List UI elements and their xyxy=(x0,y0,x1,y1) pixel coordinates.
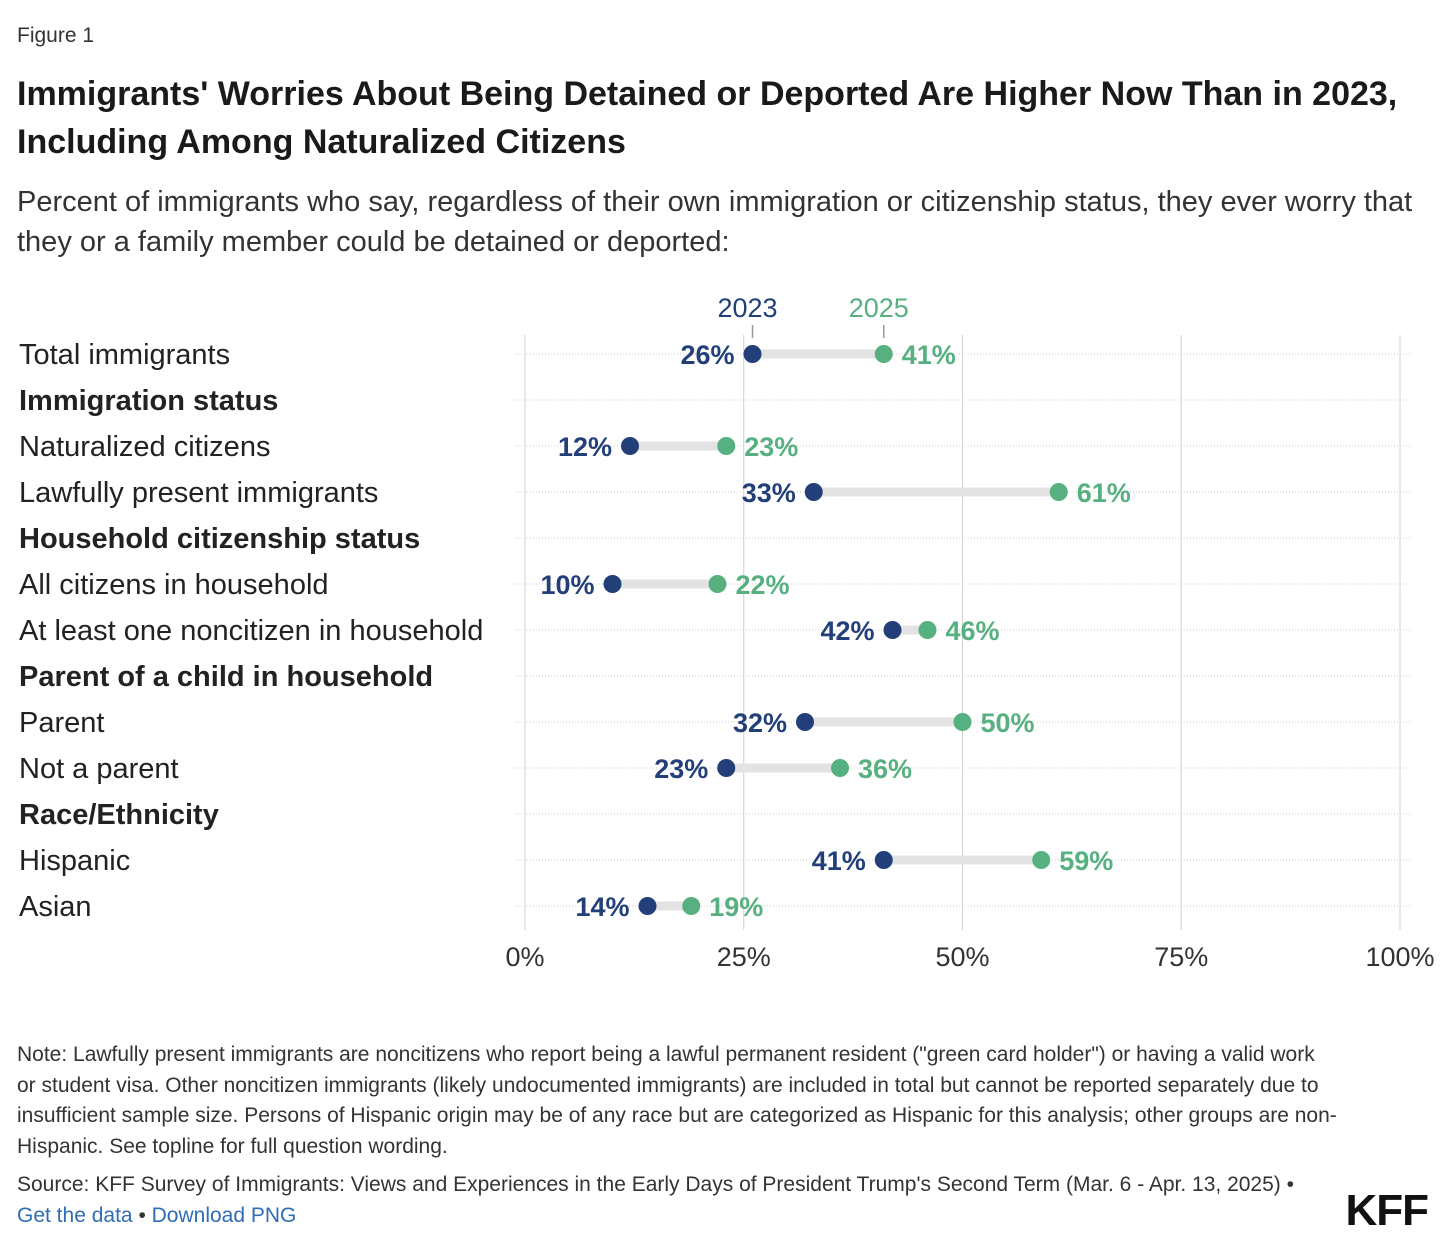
row-label: At least one noncitizen in household xyxy=(19,615,483,647)
group-header: Household citizenship status xyxy=(19,523,420,555)
point-2023 xyxy=(717,759,736,777)
download-png-link[interactable]: Download PNG xyxy=(151,1203,297,1227)
x-tick-label: 25% xyxy=(717,942,771,972)
point-2023 xyxy=(874,851,893,869)
data-label-2025: 46% xyxy=(946,616,1000,646)
get-data-link[interactable]: Get the data xyxy=(17,1203,133,1227)
data-label-2023: 10% xyxy=(540,570,594,600)
chart-subtitle: Percent of immigrants who say, regardles… xyxy=(17,186,1413,258)
row-label: Parent xyxy=(19,707,104,739)
data-label-2023: 33% xyxy=(742,478,796,508)
point-2025 xyxy=(1049,483,1068,501)
chart-source: Source: KFF Survey of Immigrants: Views … xyxy=(17,1170,1317,1231)
data-label-2025: 22% xyxy=(736,570,790,600)
x-tick-label: 0% xyxy=(505,942,544,972)
data-label-2025: 50% xyxy=(981,708,1035,738)
group-header: Immigration status xyxy=(19,385,278,417)
kff-logo: KFF xyxy=(1345,1186,1429,1235)
point-2025 xyxy=(708,575,727,593)
series-label: 2023 xyxy=(717,293,777,323)
dumbbell-chart: 0% 25% 50% 75% 100% Total immigrants 26% 41% Imm… xyxy=(19,293,1435,972)
x-tick-label: 50% xyxy=(935,942,989,972)
data-label-2023: 32% xyxy=(733,708,787,738)
x-tick-label: 75% xyxy=(1154,942,1208,972)
chart-note: Note: Lawfully present immigrants are no… xyxy=(17,1043,1337,1158)
chart-title: Immigrants' Worries About Being Detained… xyxy=(17,75,1398,161)
separator: • xyxy=(138,1203,146,1227)
data-label-2023: 12% xyxy=(558,432,612,462)
point-2023 xyxy=(638,897,657,915)
data-label-2023: 42% xyxy=(820,616,874,646)
point-2025 xyxy=(918,621,937,639)
point-2023 xyxy=(621,437,639,455)
point-2025 xyxy=(682,897,701,915)
data-label-2023: 14% xyxy=(575,892,629,922)
point-2023 xyxy=(603,575,622,593)
row-label: Not a parent xyxy=(19,753,179,785)
series-label: 2025 xyxy=(849,293,909,323)
row-label: Asian xyxy=(19,891,92,923)
point-2023 xyxy=(804,483,823,501)
point-2025 xyxy=(953,713,972,731)
data-label-2023: 26% xyxy=(680,340,734,370)
source-text: Source: KFF Survey of Immigrants: Views … xyxy=(17,1173,1281,1196)
row-label: Lawfully present immigrants xyxy=(19,477,378,509)
data-label-2025: 23% xyxy=(744,432,798,462)
point-2025 xyxy=(1032,851,1051,869)
data-label-2023: 23% xyxy=(654,754,708,784)
point-2023 xyxy=(883,621,902,639)
separator: • xyxy=(1286,1173,1294,1196)
data-label-2025: 36% xyxy=(858,754,912,784)
point-2023 xyxy=(743,345,762,363)
group-header: Race/Ethnicity xyxy=(19,799,219,831)
data-label-2025: 59% xyxy=(1059,846,1113,876)
data-label-2025: 61% xyxy=(1077,478,1131,508)
figure-label: Figure 1 xyxy=(17,24,95,47)
row-label: Naturalized citizens xyxy=(19,431,270,463)
point-2025 xyxy=(831,759,849,777)
group-header: Parent of a child in household xyxy=(19,661,433,693)
point-2025 xyxy=(874,345,893,363)
row-label: Total immigrants xyxy=(19,339,230,371)
row-label: Hispanic xyxy=(19,845,130,877)
point-2025 xyxy=(717,437,736,455)
x-tick-label: 100% xyxy=(1365,942,1434,972)
row-label: All citizens in household xyxy=(19,569,329,601)
data-label-2025: 19% xyxy=(709,892,763,922)
data-label-2023: 41% xyxy=(812,846,866,876)
data-label-2025: 41% xyxy=(902,340,956,370)
point-2023 xyxy=(796,713,814,731)
